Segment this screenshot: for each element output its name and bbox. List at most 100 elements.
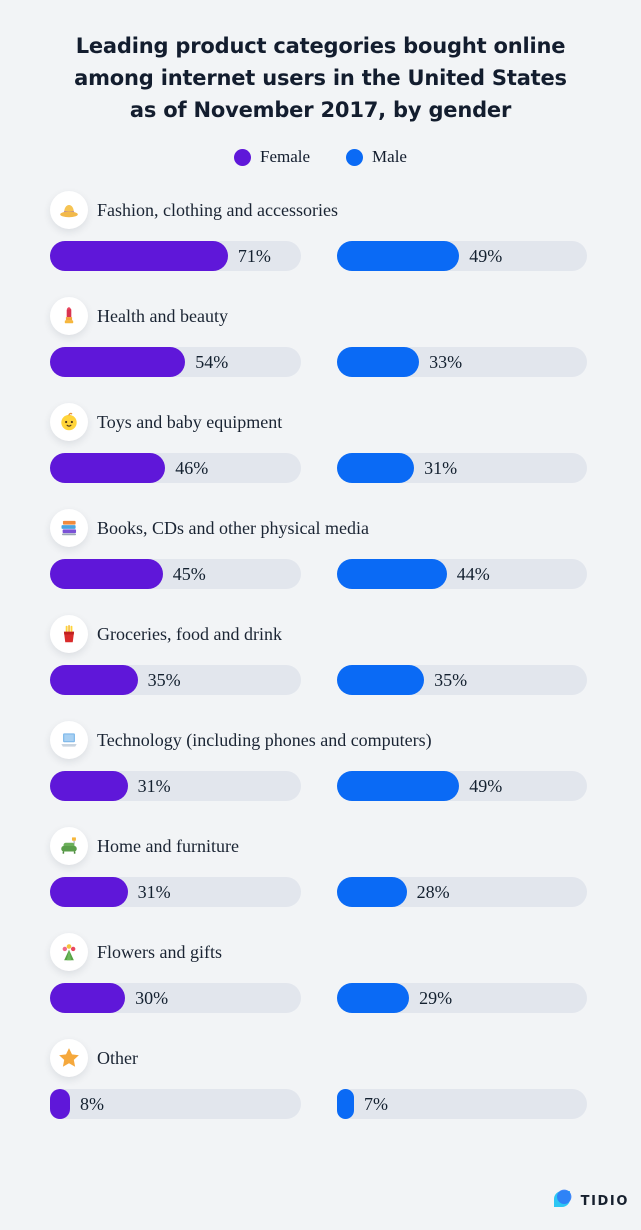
male-bar-fill <box>336 241 460 271</box>
female-bar-fill <box>50 983 126 1013</box>
category-header: Toys and baby equipment <box>50 402 587 442</box>
page-title: Leading product categories bought online… <box>0 30 641 126</box>
male-bar-fill <box>336 877 407 907</box>
female-percent-label: 46% <box>175 457 209 478</box>
category-label: Technology (including phones and compute… <box>97 729 432 750</box>
male-bar-fill <box>336 771 460 801</box>
bar-pair: 54% 33% <box>50 347 587 377</box>
hat-icon <box>50 191 88 229</box>
male-bar-track: 29% <box>336 983 587 1013</box>
brand-footer: TIDIO <box>551 1188 629 1214</box>
category-header: Fashion, clothing and accessories <box>50 190 587 230</box>
bouquet-icon <box>50 933 88 971</box>
baby-icon <box>50 403 88 441</box>
category-row: Fashion, clothing and accessories 71% 49… <box>50 190 587 271</box>
legend-item-female: Female <box>234 147 310 167</box>
couch-icon <box>50 827 88 865</box>
category-row: Books, CDs and other physical media 45% … <box>50 508 587 589</box>
bar-pair: 71% 49% <box>50 241 587 271</box>
female-bar-track: 46% <box>50 453 301 483</box>
male-percent-label: 31% <box>424 457 458 478</box>
books-icon <box>50 509 88 547</box>
female-bar-fill <box>50 241 228 271</box>
female-bar-fill <box>50 877 128 907</box>
category-label: Other <box>97 1047 138 1068</box>
male-bar-fill <box>336 1089 355 1119</box>
legend-label-male: Male <box>372 147 407 166</box>
category-label: Flowers and gifts <box>97 941 222 962</box>
category-row: Other 8% 7% <box>50 1038 587 1119</box>
female-percent-label: 45% <box>172 563 206 584</box>
category-header: Health and beauty <box>50 296 587 336</box>
male-bar-track: 7% <box>336 1089 587 1119</box>
page-title-line-2: among internet users in the United State… <box>74 66 567 90</box>
category-header: Flowers and gifts <box>50 932 587 972</box>
category-header: Other <box>50 1038 587 1078</box>
female-bar-track: 71% <box>50 241 301 271</box>
female-percent-label: 8% <box>80 1093 105 1114</box>
male-bar-fill <box>336 983 410 1013</box>
male-bar-track: 31% <box>336 453 587 483</box>
category-rows: Fashion, clothing and accessories 71% 49… <box>50 190 587 1119</box>
female-percent-label: 30% <box>135 987 169 1008</box>
tidio-logo-icon <box>551 1188 573 1214</box>
legend-label-female: Female <box>260 147 311 166</box>
male-bar-track: 35% <box>336 665 587 695</box>
bar-pair: 46% 31% <box>50 453 587 483</box>
bar-pair: 30% 29% <box>50 983 587 1013</box>
female-bar-track: 45% <box>50 559 301 589</box>
male-bar-track: 28% <box>336 877 587 907</box>
female-bar-fill <box>50 665 138 695</box>
category-header: Home and furniture <box>50 826 587 866</box>
male-percent-label: 49% <box>469 245 503 266</box>
category-label: Books, CDs and other physical media <box>97 517 369 538</box>
category-row: Groceries, food and drink 35% 35% <box>50 614 587 695</box>
female-percent-label: 35% <box>147 669 181 690</box>
male-bar-track: 49% <box>336 241 587 271</box>
category-label: Home and furniture <box>97 835 239 856</box>
page-title-line-3: as of November 2017, by gender <box>129 98 512 122</box>
male-percent-label: 49% <box>469 775 503 796</box>
male-percent-label: 44% <box>456 563 490 584</box>
brand-name: TIDIO <box>580 1193 629 1209</box>
female-percent-label: 54% <box>195 351 229 372</box>
category-header: Groceries, food and drink <box>50 614 587 654</box>
female-bar-track: 30% <box>50 983 301 1013</box>
female-percent-label: 31% <box>137 881 171 902</box>
male-bar-fill <box>336 347 420 377</box>
category-header: Books, CDs and other physical media <box>50 508 587 548</box>
male-percent-label: 7% <box>364 1093 389 1114</box>
male-dot-icon <box>346 148 364 166</box>
category-row: Flowers and gifts 30% 29% <box>50 932 587 1013</box>
female-bar-track: 8% <box>50 1089 301 1119</box>
female-percent-label: 31% <box>137 775 171 796</box>
lipstick-icon <box>50 297 88 335</box>
female-bar-track: 54% <box>50 347 301 377</box>
category-label: Health and beauty <box>97 305 228 326</box>
female-dot-icon <box>234 148 251 166</box>
category-row: Technology (including phones and compute… <box>50 720 587 801</box>
category-label: Toys and baby equipment <box>97 411 283 432</box>
category-label: Groceries, food and drink <box>97 623 282 644</box>
category-label: Fashion, clothing and accessories <box>97 199 338 220</box>
female-bar-track: 31% <box>50 877 301 907</box>
female-percent-label: 71% <box>237 245 271 266</box>
male-percent-label: 28% <box>416 881 450 902</box>
female-bar-track: 35% <box>50 665 301 695</box>
male-bar-fill <box>336 559 447 589</box>
bar-pair: 31% 28% <box>50 877 587 907</box>
female-bar-fill <box>50 347 186 377</box>
male-bar-fill <box>336 665 425 695</box>
legend: Female Male <box>0 147 641 167</box>
male-percent-label: 33% <box>429 351 463 372</box>
category-header: Technology (including phones and compute… <box>50 720 587 760</box>
female-bar-fill <box>50 453 166 483</box>
bar-pair: 35% 35% <box>50 665 587 695</box>
female-bar-fill <box>50 559 163 589</box>
legend-item-male: Male <box>346 147 407 167</box>
bar-pair: 31% 49% <box>50 771 587 801</box>
male-bar-fill <box>336 453 415 483</box>
male-percent-label: 35% <box>434 669 468 690</box>
fries-icon <box>50 615 88 653</box>
female-bar-track: 31% <box>50 771 301 801</box>
